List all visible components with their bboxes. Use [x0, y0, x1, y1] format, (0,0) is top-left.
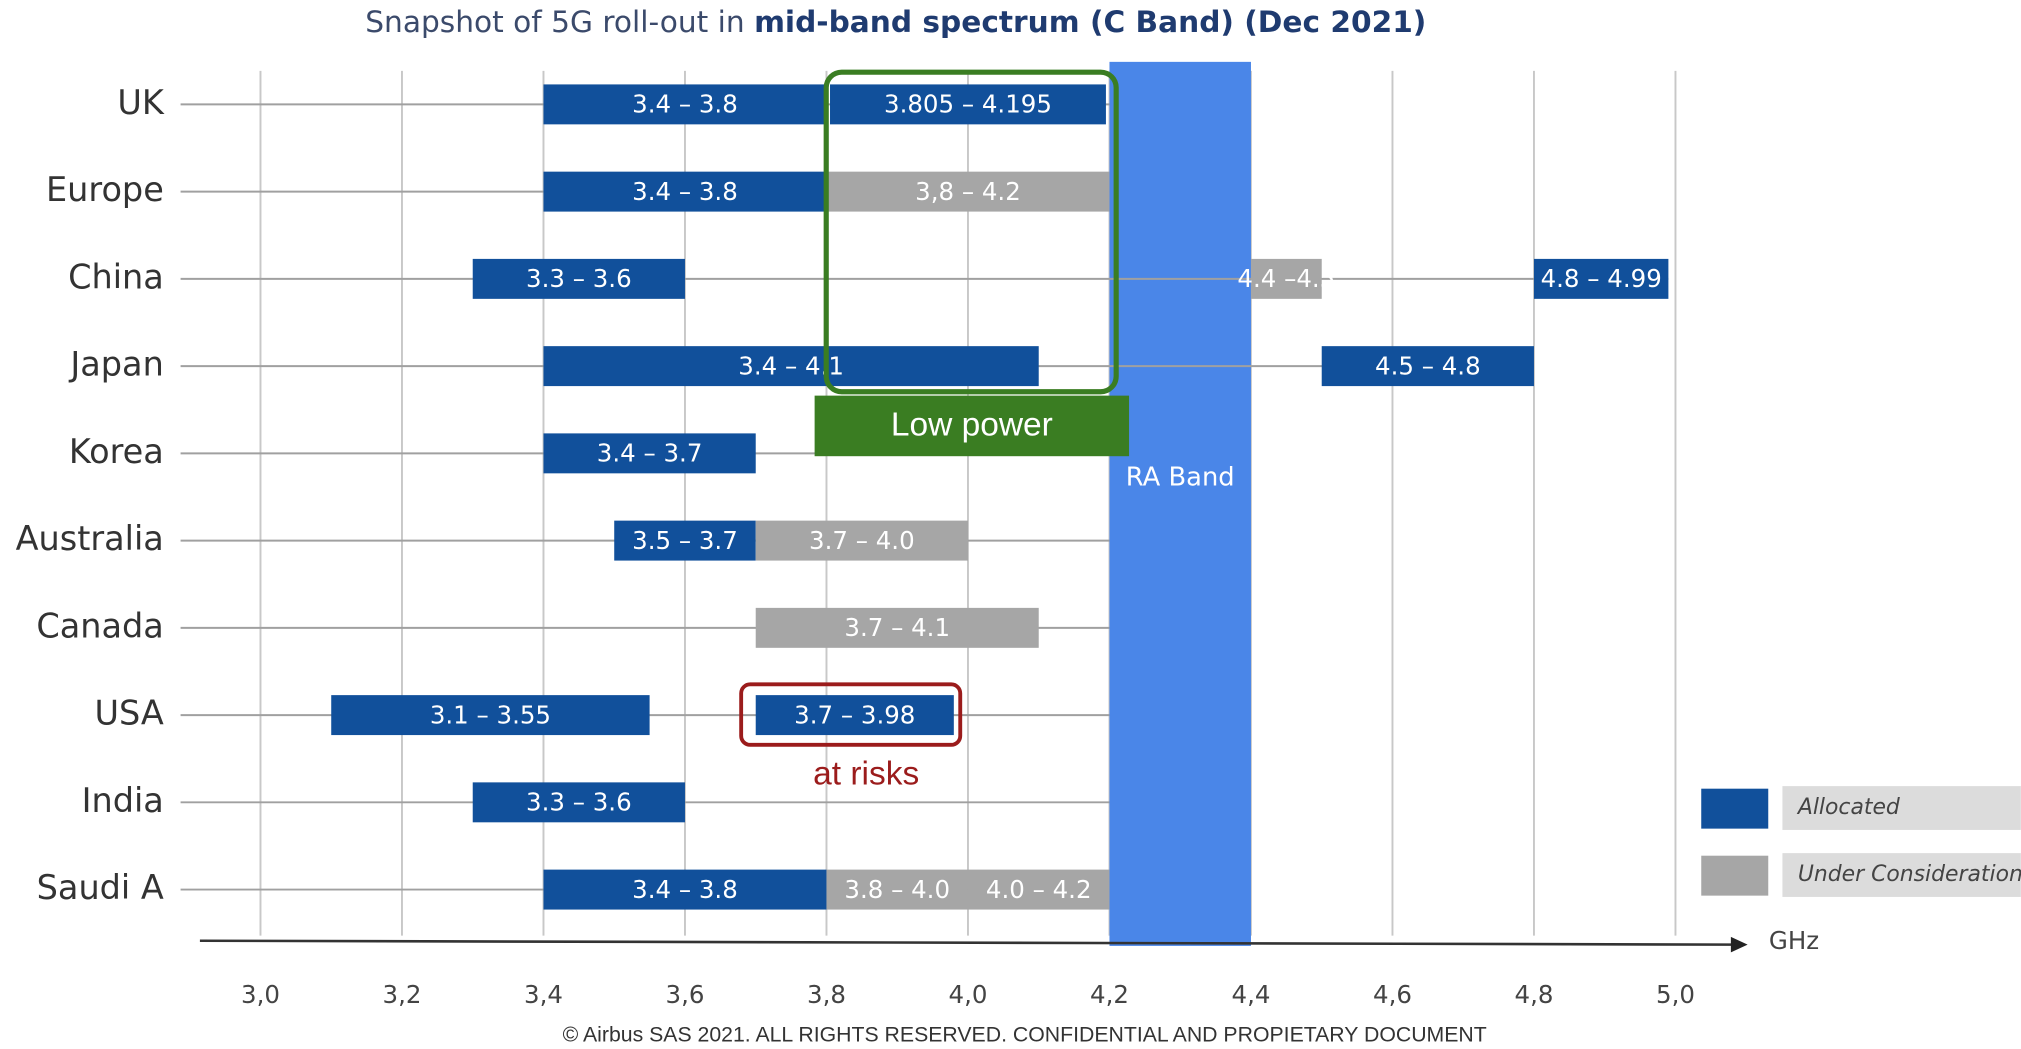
legend-swatch: [1701, 788, 1769, 829]
x-tick-label: 3,8: [807, 980, 846, 1009]
bar-label: 3.7 – 4.1: [844, 613, 950, 642]
legend-label: Under Consideration: [1798, 862, 2021, 887]
x-tick-label: 3,6: [666, 980, 705, 1009]
category-label: Europe: [46, 170, 164, 209]
x-tick-label: 4,6: [1373, 980, 1412, 1009]
bar-label: 4.0 – 4.2: [986, 875, 1092, 904]
legend: Allocated Under Consideration: [1701, 786, 2021, 897]
low-power-label: Low power: [891, 406, 1053, 443]
legend-label-box: [1782, 786, 2021, 830]
bar-label: 3.805 – 4.195: [884, 90, 1052, 119]
range-bar: [967, 869, 1110, 910]
ra-band: [1109, 61, 1251, 946]
range-bar: [755, 695, 954, 736]
category-label: India: [82, 781, 164, 820]
at-risks-label: at risks: [813, 756, 919, 793]
category-label: USA: [94, 694, 163, 733]
range-bar: [826, 171, 1110, 212]
x-tick-label: 4,0: [949, 980, 988, 1009]
at-risks-box: [739, 682, 963, 747]
x-tick-label: 3,2: [383, 980, 422, 1009]
range-bar: [543, 171, 827, 212]
category-label: Australia: [16, 519, 164, 558]
legend-label: Allocated: [1796, 795, 1900, 820]
range-bar: [543, 433, 756, 474]
bar-label: 3.7 – 3.98: [794, 700, 915, 729]
bar-label: 3.3 – 3.6: [526, 788, 632, 817]
bands: RA Band: [1109, 61, 1251, 946]
ra-band-label: RA Band: [1126, 463, 1235, 493]
x-tick-label: 4,4: [1232, 980, 1271, 1009]
range-bar: [543, 84, 827, 125]
title-part: mid-band spectrum (C Band) (Dec 2021): [754, 4, 1426, 39]
bar-label: 3.3 – 3.6: [526, 264, 632, 293]
range-bar: [614, 520, 756, 561]
x-tick-label: 4,8: [1515, 980, 1554, 1009]
bar-label: 3.1 – 3.55: [430, 700, 551, 729]
range-bar: [472, 258, 685, 299]
bar-label: 3.7 – 4.0: [809, 526, 915, 555]
range-bar: [755, 520, 968, 561]
range-bar: [331, 695, 650, 736]
bar-label: 3.4 – 3.8: [632, 875, 738, 904]
legend-swatch: [1701, 855, 1769, 896]
range-bar: [543, 869, 827, 910]
footer: © Airbus SAS 2021. ALL RIGHTS RESERVED. …: [563, 1023, 1487, 1047]
bar-label: 4.5 – 4.8: [1375, 351, 1481, 380]
range-bar: [543, 346, 1039, 387]
bar-label: 3.4 – 3.8: [632, 177, 738, 206]
bar-label: 3.4 – 3.8: [632, 90, 738, 119]
range-bar: [1321, 346, 1534, 387]
range-bar: [826, 869, 968, 910]
category-label: Korea: [69, 432, 164, 471]
bar-label: 4.8 – 4.99: [1541, 264, 1662, 293]
category-label: Japan: [68, 345, 163, 384]
x-axis: [199, 939, 1734, 946]
axis-arrow: [1730, 936, 1748, 953]
bar-label: 3.8 – 4.0: [844, 875, 950, 904]
legend-label-box: [1782, 853, 2021, 897]
range-bar: [472, 782, 685, 823]
range-bar: [1533, 258, 1669, 299]
x-tick-label: 4,2: [1090, 980, 1129, 1009]
rows: UK 3.4 – 3.8 3.805 – 4.195 Europe 3.4 – 3.8 3…: [16, 83, 1669, 910]
chart-title: Snapshot of 5G roll-out in mid-band spec…: [365, 4, 1426, 39]
category-label: UK: [117, 83, 165, 122]
bar-label: 3,8 – 4.2: [915, 177, 1021, 206]
range-bar: [830, 84, 1106, 125]
range-bar: [1250, 258, 1322, 299]
category-label: Canada: [36, 606, 163, 645]
range-bar: [755, 607, 1039, 648]
x-axis-label: GHz: [1769, 926, 1819, 955]
x-tick-label: 5,0: [1656, 980, 1695, 1009]
title-part: Snapshot of 5G roll-out in: [365, 4, 744, 39]
bar-label: 3.5 – 3.7: [632, 526, 738, 555]
category-label: China: [68, 257, 164, 296]
bar-label: 4.4 –4.5: [1237, 264, 1335, 293]
bar-label: 3.4 – 3.7: [597, 439, 703, 468]
low-power-box: [823, 69, 1119, 395]
low-power-tag: [814, 395, 1130, 457]
category-label: Saudi A: [37, 868, 164, 907]
x-tick-label: 3,0: [241, 980, 280, 1009]
x-tick-label: 3,4: [524, 980, 563, 1009]
